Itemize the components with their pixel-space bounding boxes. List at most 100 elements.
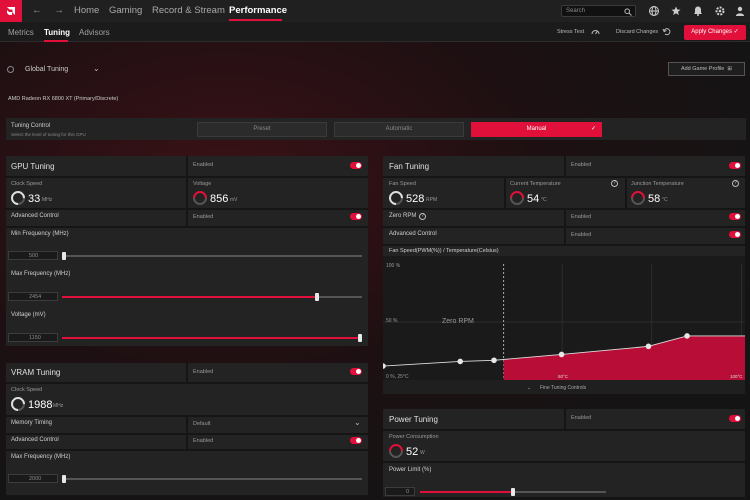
help-icon[interactable]: ?	[611, 180, 618, 187]
fan-advanced-toggle[interactable]	[729, 231, 741, 238]
gpu-advanced-label: Advanced Control	[11, 213, 59, 219]
vram-advanced-state: Enabled	[193, 438, 214, 444]
fine-tuning-controls[interactable]: Fine Tuning Controls	[540, 385, 587, 391]
gpu-clock-unit: MHz	[42, 197, 53, 203]
tab-tuning[interactable]: Tuning	[44, 28, 71, 37]
fan-tuning-toggle[interactable]	[729, 162, 741, 169]
zero-rpm-toggle[interactable]	[729, 213, 741, 220]
y-tick-top: 100 %	[386, 263, 401, 269]
voltage-slider-value[interactable]: 1150	[8, 333, 58, 342]
vram-clock-label: Clock Speed	[11, 387, 43, 393]
automatic-option[interactable]: Automatic	[334, 122, 464, 137]
amd-logo[interactable]	[0, 0, 22, 22]
add-game-profile-button[interactable]: Add Game Profile ⊞	[668, 62, 745, 76]
slider-knob[interactable]	[62, 252, 66, 260]
search-placeholder: Search	[566, 8, 586, 14]
fan-curve-chart[interactable]: 100 % 50 % 0 %, 25°C Zero RPM 50°C 100°C…	[383, 256, 745, 394]
x-tick-right: 100°C	[730, 374, 743, 379]
globe-icon[interactable]	[648, 5, 660, 17]
fan-tuning-state: Enabled	[571, 162, 592, 168]
tab-home[interactable]: Home	[74, 5, 100, 16]
tab-advisors[interactable]: Advisors	[79, 28, 110, 37]
help-icon[interactable]: ?	[419, 213, 426, 220]
max-frequency-slider[interactable]	[62, 293, 362, 301]
y-tick-bottom: 0 %, 25°C	[386, 374, 409, 380]
vram-max-frequency-value[interactable]: 2000	[8, 474, 58, 483]
voltage-label: Voltage	[193, 181, 212, 187]
power-limit-slider[interactable]	[420, 488, 606, 496]
vram-max-frequency-slider[interactable]	[62, 475, 362, 483]
sub-nav-bar	[0, 22, 750, 42]
max-frequency-value[interactable]: 2454	[8, 292, 58, 301]
gear-icon[interactable]	[714, 5, 726, 17]
power-consumption-unit: W	[420, 450, 425, 456]
search-icon	[624, 8, 632, 16]
slider-knob[interactable]	[62, 475, 66, 483]
chevron-down-icon[interactable]: ⌄	[527, 385, 531, 391]
fan-curve-area	[503, 335, 745, 380]
fan-curve-point[interactable]	[491, 357, 497, 364]
star-icon[interactable]	[670, 5, 682, 17]
user-icon[interactable]	[734, 5, 746, 17]
divider	[186, 433, 188, 449]
divider	[383, 176, 745, 178]
y-tick-mid: 50 %	[386, 318, 398, 324]
profile-selector[interactable]: Global Tuning	[25, 66, 69, 73]
min-frequency-value[interactable]: 500	[8, 251, 58, 260]
fan-curve-point[interactable]	[383, 363, 386, 369]
fan-speed-value: 528	[406, 193, 425, 205]
min-frequency-slider[interactable]	[62, 252, 362, 260]
bell-icon[interactable]	[692, 5, 704, 17]
vram-clock-value: 1988	[28, 399, 53, 411]
current-temp-label: Current Temperature	[510, 181, 561, 187]
discard-changes-button[interactable]: Discard Changes	[616, 29, 659, 35]
gpu-tuning-toggle[interactable]	[350, 162, 362, 169]
fan-curve-point[interactable]	[645, 343, 652, 350]
tab-gaming[interactable]: Gaming	[109, 5, 143, 16]
memory-timing-label: Memory Timing	[11, 420, 53, 426]
tab-metrics[interactable]: Metrics	[8, 28, 34, 37]
vram-tuning-toggle[interactable]	[350, 368, 362, 375]
forward-icon[interactable]: →	[54, 5, 64, 16]
tab-performance[interactable]: Performance	[229, 5, 288, 16]
chevron-down-icon[interactable]: ⌄	[93, 64, 100, 73]
fan-speed-unit: RPM	[426, 197, 438, 203]
divider	[383, 244, 745, 246]
vram-tuning-state: Enabled	[193, 369, 214, 375]
apply-changes-button[interactable]: Apply Changes ✓	[684, 25, 746, 40]
fan-advanced-state: Enabled	[571, 232, 592, 238]
back-icon[interactable]: ←	[32, 5, 42, 16]
slider-knob[interactable]	[511, 488, 515, 496]
fan-curve-point[interactable]	[558, 351, 565, 358]
max-frequency-label: Max Frequency (MHz)	[11, 271, 71, 277]
preset-option[interactable]: Preset	[197, 122, 327, 137]
divider	[6, 176, 368, 178]
fine-tuning-bar[interactable]	[383, 380, 745, 394]
slider-knob[interactable]	[358, 334, 362, 342]
check-icon: ✓	[590, 126, 596, 132]
slider-knob[interactable]	[315, 293, 319, 301]
divider	[186, 415, 188, 433]
search-input[interactable]: Search	[561, 5, 636, 17]
tab-record-stream[interactable]: Record & Stream	[152, 5, 225, 16]
gpu-advanced-toggle[interactable]	[350, 213, 362, 220]
discard-icon	[662, 28, 671, 36]
voltage-slider[interactable]	[62, 334, 362, 342]
power-limit-value[interactable]: 0	[385, 487, 415, 496]
stress-test-button[interactable]: Stress Test	[557, 29, 585, 35]
stress-test-icon	[591, 30, 600, 35]
voltage-value: 856	[210, 193, 229, 205]
help-icon[interactable]: ?	[732, 180, 739, 187]
voltage-slider-label: Voltage (mV)	[11, 312, 46, 318]
fan-curve-point[interactable]	[457, 358, 464, 365]
fan-speed-label: Fan Speed	[389, 181, 416, 187]
divider	[564, 226, 566, 244]
divider	[564, 156, 566, 176]
power-tuning-toggle[interactable]	[729, 415, 741, 422]
chevron-down-icon[interactable]: ⌄	[354, 418, 361, 427]
chart-points-group[interactable]	[383, 333, 690, 369]
manual-option[interactable]: Manual ✓	[471, 122, 602, 137]
vram-advanced-toggle[interactable]	[350, 437, 362, 444]
memory-timing-value[interactable]: Default	[193, 421, 211, 427]
fan-curve-point[interactable]	[684, 333, 690, 339]
